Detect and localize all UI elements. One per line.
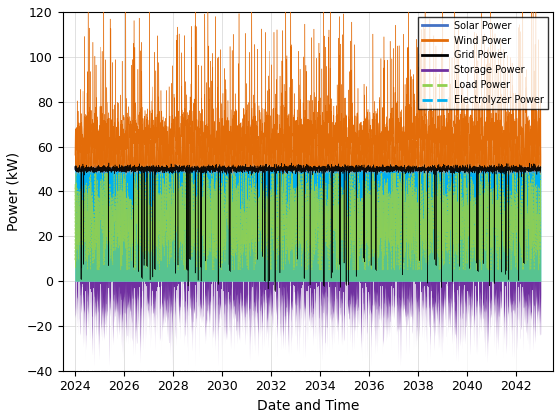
Y-axis label: Power (kW): Power (kW) — [7, 152, 21, 231]
Legend: Solar Power, Wind Power, Grid Power, Storage Power, Load Power, Electrolyzer Pow: Solar Power, Wind Power, Grid Power, Sto… — [418, 17, 548, 109]
X-axis label: Date and Time: Date and Time — [256, 399, 359, 413]
